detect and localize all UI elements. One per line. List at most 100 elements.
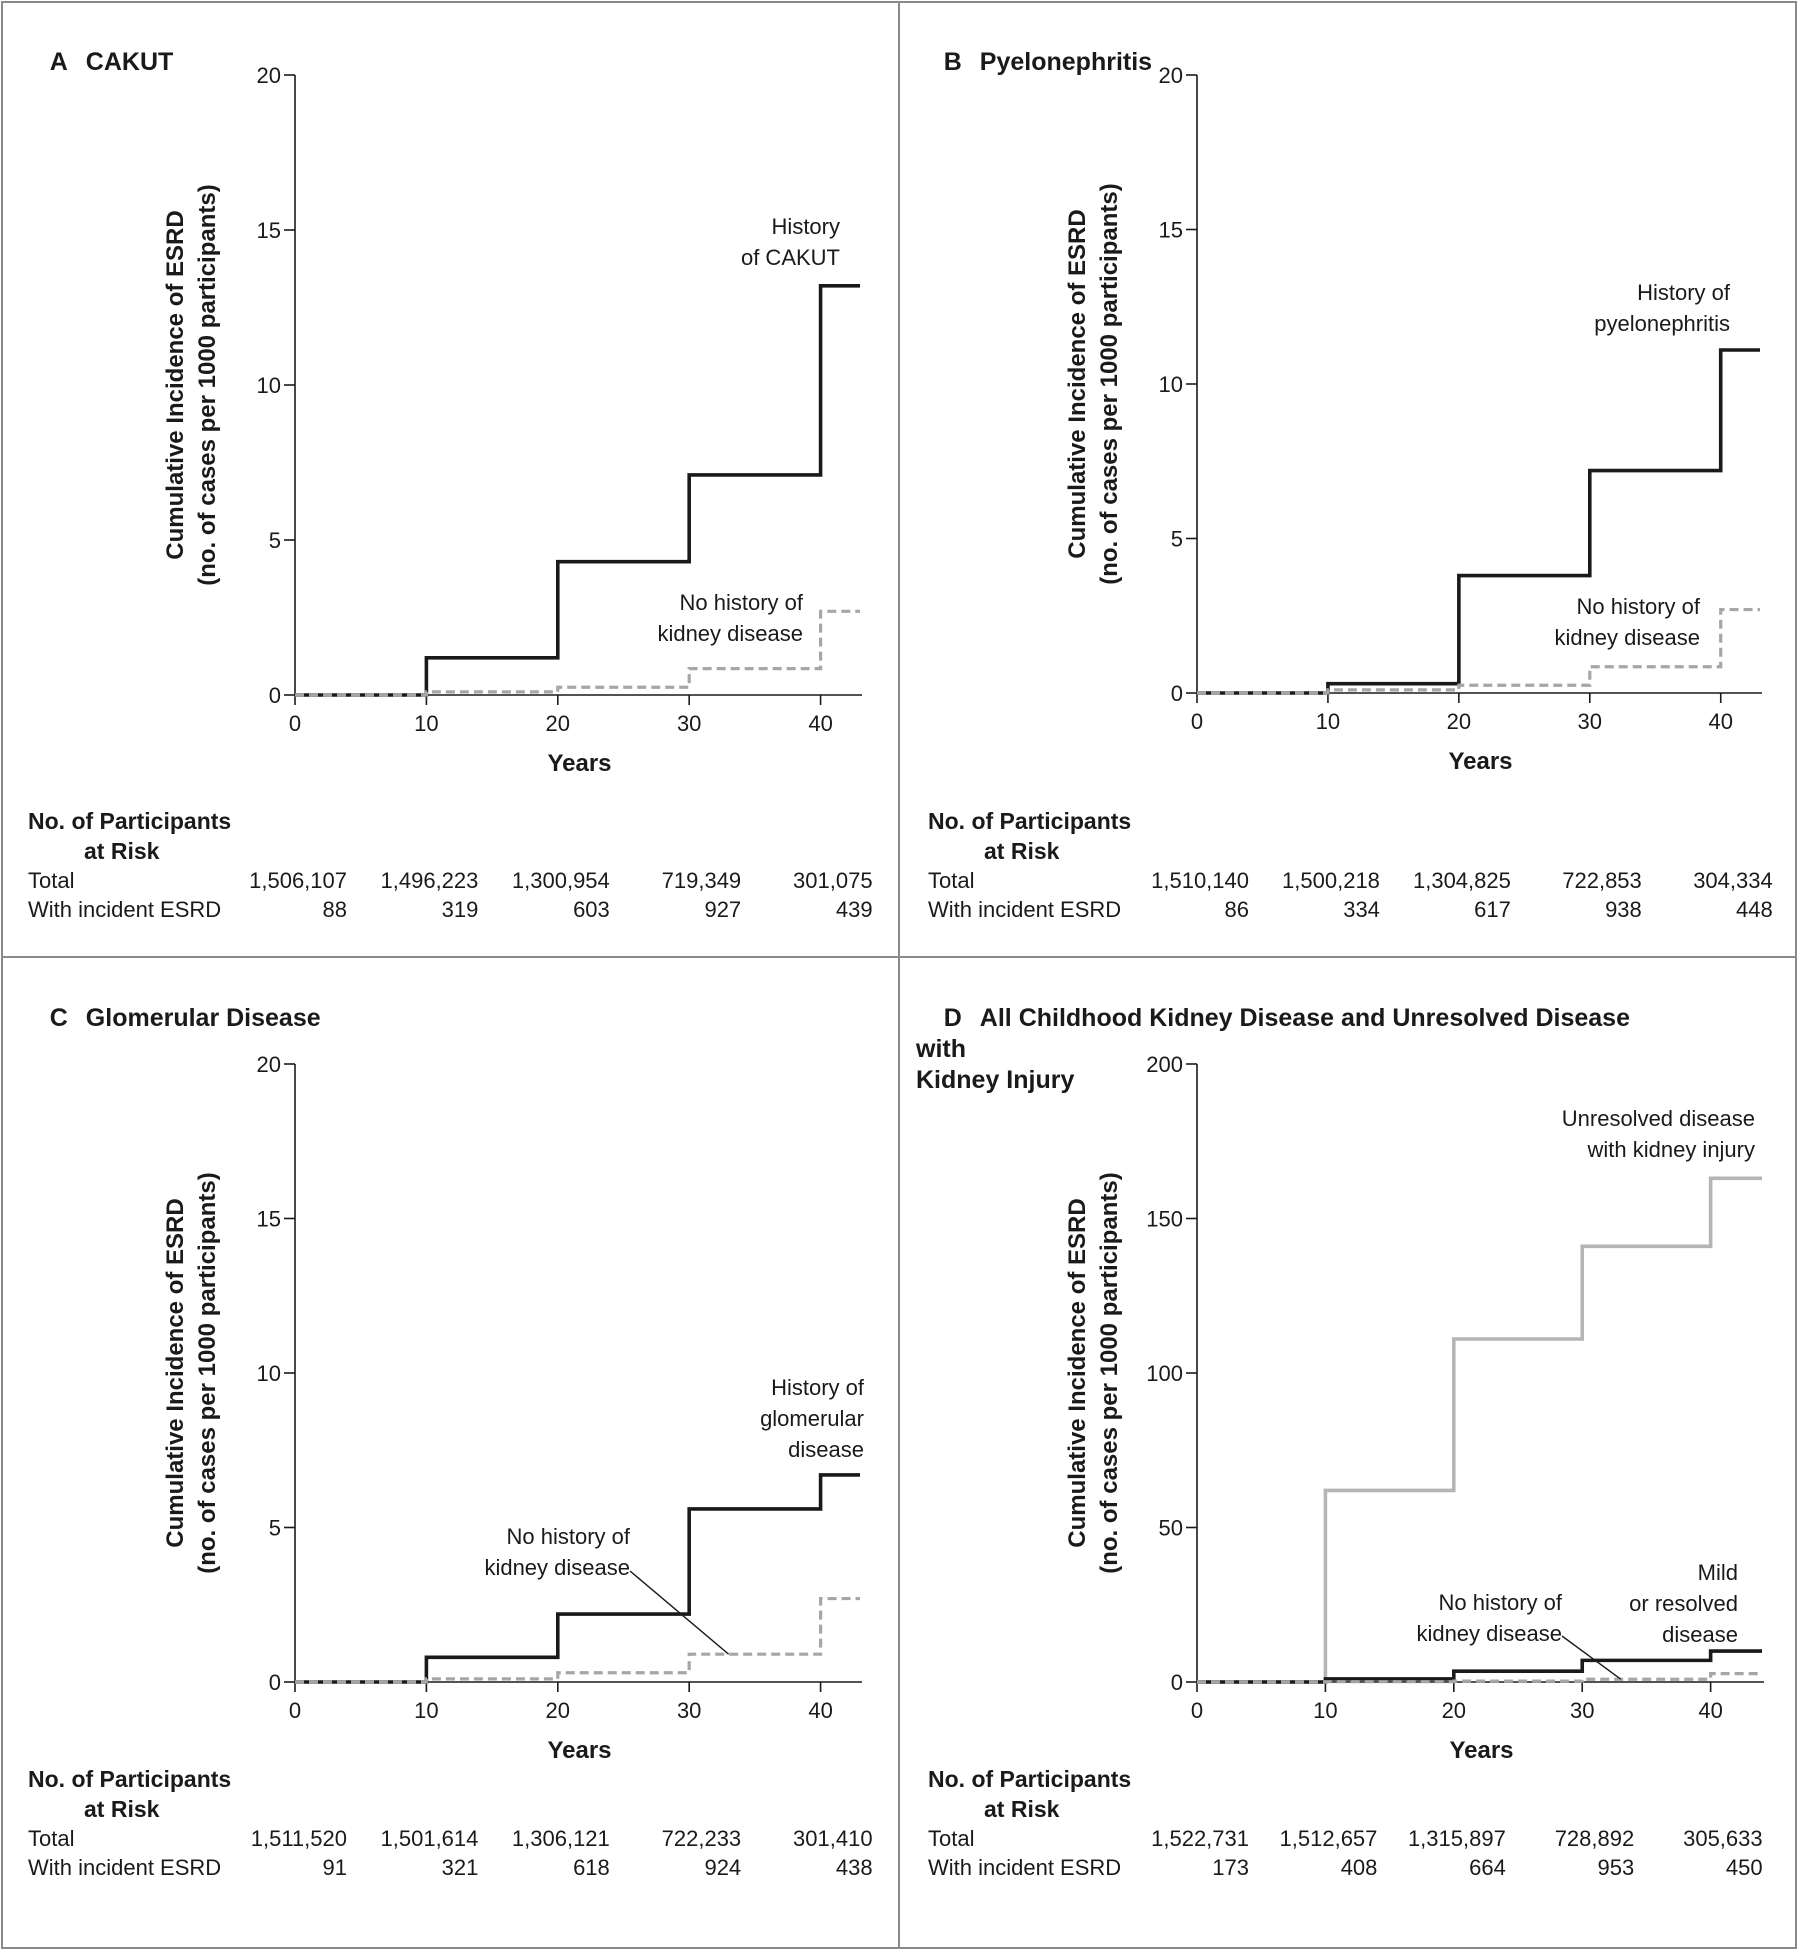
series-line-2: [1197, 607, 1760, 695]
risk-row-label: Total: [928, 1826, 975, 1851]
series-line-2: [295, 609, 860, 697]
y-tick-label: 0: [269, 1670, 281, 1695]
risk-heading-line: at Risk: [84, 838, 160, 864]
x-tick-label: 0: [289, 1698, 301, 1723]
risk-value: 1,501,614: [380, 1826, 479, 1851]
risk-value: 301,075: [793, 868, 873, 893]
x-tick-label: 10: [414, 711, 438, 736]
series-line-1: [295, 1473, 860, 1684]
series-label-line: of CAKUT: [741, 245, 840, 270]
x-tick-label: 30: [677, 711, 701, 736]
series-label-1: History of CAKUT: [741, 214, 840, 270]
risk-value: 321: [441, 1855, 479, 1880]
risk-value: 1,522,731: [1151, 1826, 1249, 1851]
series-label-line: glomerular: [760, 1406, 864, 1431]
x-tick-label: 0: [1191, 1698, 1203, 1723]
y-tick-label: 100: [1146, 1361, 1183, 1386]
risk-heading-line: at Risk: [84, 1796, 160, 1822]
annotation-leader: [629, 1570, 730, 1655]
panel-title-text: CAKUT: [85, 48, 174, 76]
y-axis-title-line: (no. of cases per 1000 participants): [194, 1172, 221, 1573]
x-axis-title: Years: [1449, 1737, 1513, 1758]
y-tick-label: 150: [1146, 1207, 1183, 1232]
risk-value: 953: [1597, 1855, 1635, 1880]
risk-heading-line: at Risk: [984, 1796, 1060, 1822]
series-line-1: [1197, 1176, 1762, 1684]
series-label-2: No history of kidney disease: [657, 590, 803, 646]
panel-letter: A: [49, 48, 68, 76]
panel-title: A CAKUT: [22, 16, 782, 109]
panel-letter: D: [943, 1004, 962, 1032]
chart-c: 0 5 10 15 20 0 10 20 30 40 Years Cumulative Inciden…: [162, 1052, 865, 1758]
risk-value: 173: [1212, 1855, 1249, 1880]
risk-value: 448: [1736, 897, 1773, 922]
series-label-line: History of: [1637, 280, 1731, 305]
risk-table: No. of Participants at Risk Total 1,510,140…: [928, 806, 1773, 924]
x-tick-label: 20: [1447, 709, 1471, 734]
y-tick-label: 50: [1159, 1516, 1183, 1541]
series-label-line: pyelonephritis: [1594, 311, 1730, 336]
risk-heading-line: No. of Participants: [28, 1766, 232, 1792]
risk-value: 1,512,657: [1279, 1826, 1378, 1851]
risk-value: 728,892: [1554, 1826, 1635, 1851]
risk-row: With incident ESRD 88 319 603 927 439: [28, 895, 873, 924]
x-tick-label: 10: [1316, 709, 1340, 734]
risk-value: 603: [573, 897, 610, 922]
panel-letter: C: [49, 1004, 68, 1032]
series-line-2: [295, 1596, 860, 1684]
x-tick-label: 30: [1578, 709, 1602, 734]
risk-value: 1,500,218: [1282, 868, 1380, 893]
risk-row-label: Total: [28, 868, 75, 893]
risk-value: 1,510,140: [1151, 868, 1249, 893]
series-label-2: Mild or resolved disease: [1629, 1560, 1738, 1647]
risk-heading-line: No. of Participants: [28, 808, 232, 834]
series-label-line: kidney disease: [657, 621, 803, 646]
series-label-1: History of pyelonephritis: [1594, 280, 1731, 336]
risk-value: 927: [704, 897, 742, 922]
risk-value: 1,496,223: [380, 868, 479, 893]
y-axis-title-line: Cumulative Incidence of ESRD: [1064, 209, 1091, 558]
risk-value: 305,633: [1683, 1826, 1763, 1851]
risk-value: 438: [835, 1855, 873, 1880]
series-label-2: No history of kidney disease: [484, 1524, 630, 1580]
panel-a: A CAKUT 0 5 10 15 20 0 10 20 30 40 Years Cumulative …: [0, 0, 898, 956]
x-tick-label: 10: [1313, 1698, 1337, 1723]
series-label-line: No history of: [1577, 594, 1701, 619]
y-axis-title-line: Cumulative Incidence of ESRD: [1064, 1198, 1091, 1547]
x-tick-label: 30: [1570, 1698, 1594, 1723]
y-tick-label: 15: [1159, 218, 1183, 243]
risk-value: 91: [322, 1855, 347, 1880]
y-axis-title-line: Cumulative Incidence of ESRD: [162, 1198, 189, 1547]
risk-row-label: With incident ESRD: [928, 1855, 1122, 1880]
series-label-line: or resolved: [1629, 1591, 1738, 1616]
y-axis-title-line: Cumulative Incidence of ESRD: [162, 210, 189, 559]
x-axis-title: Years: [547, 750, 611, 777]
x-tick-label: 40: [1698, 1698, 1722, 1723]
series-line-2: [1197, 1649, 1762, 1684]
series-label-line: disease: [1662, 1622, 1738, 1647]
risk-heading-line: No. of Participants: [928, 1766, 1132, 1792]
risk-row-label: With incident ESRD: [28, 897, 222, 922]
risk-value: 1,315,897: [1407, 1826, 1506, 1851]
annotation-leader: [1561, 1635, 1622, 1680]
x-tick-label: 40: [808, 1698, 832, 1723]
risk-table: No. of Participants at Risk Total 1,522,731…: [928, 1764, 1768, 1882]
y-tick-label: 20: [1159, 63, 1183, 88]
risk-heading-line: No. of Participants: [928, 808, 1132, 834]
y-tick-label: 0: [1171, 1670, 1183, 1695]
risk-value: 304,334: [1693, 868, 1773, 893]
risk-value: 617: [1474, 897, 1511, 922]
y-tick-label: 10: [257, 373, 281, 398]
horizontal-divider: [1, 956, 1797, 958]
vertical-divider: [898, 1, 900, 1949]
risk-heading: No. of Participants at Risk: [28, 806, 868, 866]
risk-value: 88: [322, 897, 347, 922]
series-label-line: No history of: [1439, 1590, 1563, 1615]
series-label-line: Mild: [1698, 1560, 1738, 1585]
risk-value: 722,233: [661, 1826, 742, 1851]
risk-value: 439: [835, 897, 873, 922]
panel-b: B Pyelonephritis 0 5 10 15 20 0 10 20 30 40 Years Cu…: [900, 0, 1798, 956]
panel-d: D All Childhood Kidney Disease and Unreso…: [900, 958, 1798, 1914]
x-tick-label: 20: [546, 1698, 570, 1723]
x-tick-label: 40: [808, 711, 832, 736]
